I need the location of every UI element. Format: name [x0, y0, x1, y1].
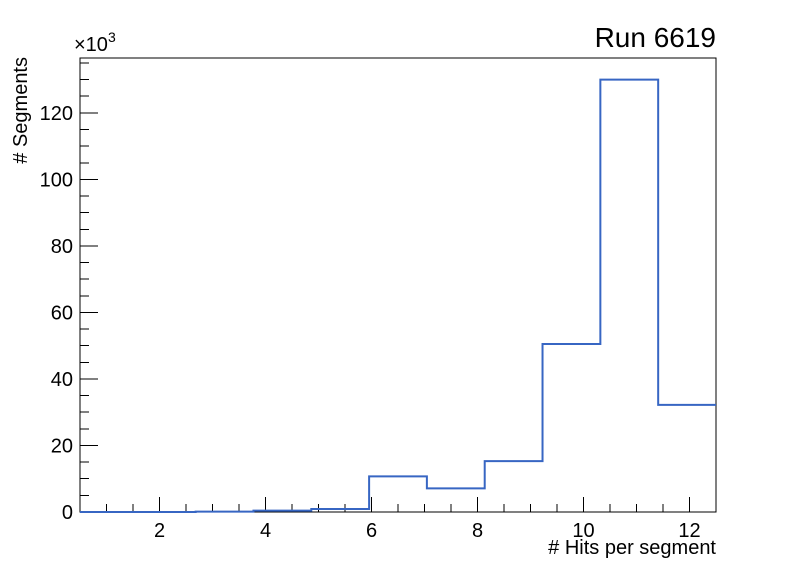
- y-axis-title: # Segments: [10, 57, 32, 164]
- histogram-series: [80, 78, 716, 513]
- histogram-step-line: [80, 78, 716, 513]
- x-tick-label: 12: [678, 520, 700, 542]
- y-tick-label: 80: [51, 236, 73, 258]
- y-tick-label: 120: [40, 103, 73, 125]
- x-tick-label: 4: [260, 520, 271, 542]
- plot-title: Run 6619: [595, 22, 716, 53]
- y-axis-multiplier-base: ×10: [74, 34, 108, 56]
- y-tick-label: 40: [51, 369, 73, 391]
- y-tick-label: 100: [40, 169, 73, 191]
- x-tick-label: 6: [366, 520, 377, 542]
- y-tick-label: 0: [62, 502, 73, 524]
- x-axis-title: # Hits per segment: [548, 537, 716, 559]
- plot-frame: [79, 57, 717, 513]
- y-axis-multiplier-exponent: 3: [108, 29, 116, 45]
- x-tick-label: 8: [472, 520, 483, 542]
- y-tick-label: 20: [51, 435, 73, 457]
- y-tick-label: 60: [51, 302, 73, 324]
- y-axis-multiplier: ×103: [74, 29, 116, 56]
- axis-ticks: [80, 62, 690, 513]
- x-tick-label: 2: [154, 520, 165, 542]
- x-tick-label: 10: [572, 520, 594, 542]
